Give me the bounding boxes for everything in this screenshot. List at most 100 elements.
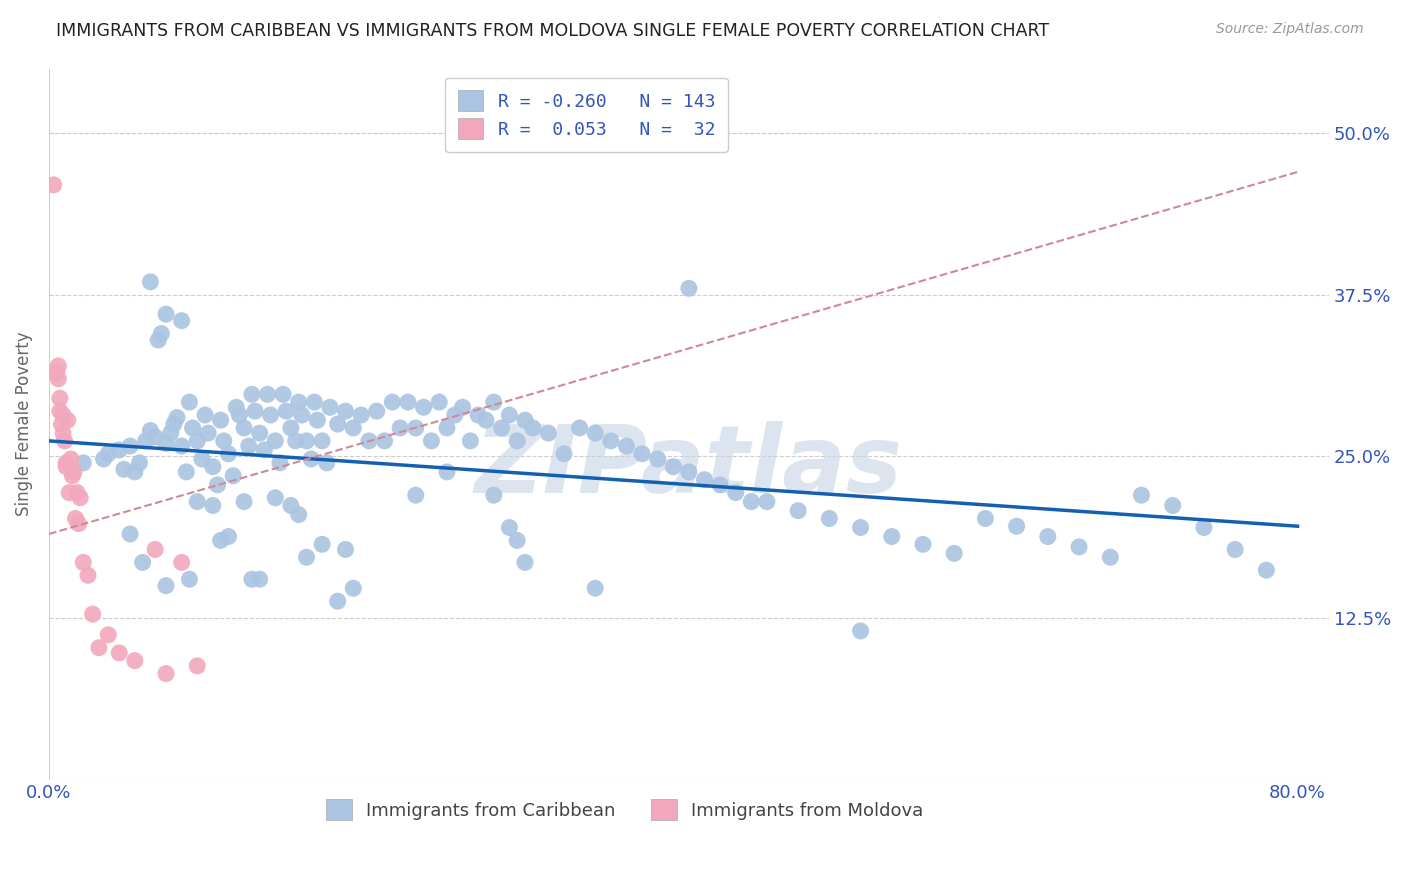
- Point: [280, 421, 302, 435]
- Point: [304, 395, 326, 409]
- Point: [693, 473, 716, 487]
- Point: [818, 511, 841, 525]
- Point: [498, 408, 520, 422]
- Point: [427, 395, 450, 409]
- Point: [276, 404, 298, 418]
- Point: [45, 365, 67, 379]
- Point: [148, 333, 170, 347]
- Point: [59, 452, 82, 467]
- Point: [135, 434, 157, 448]
- Point: [1223, 542, 1246, 557]
- Point: [150, 326, 173, 341]
- Point: [201, 459, 224, 474]
- Point: [631, 447, 654, 461]
- Point: [65, 511, 87, 525]
- Point: [709, 478, 731, 492]
- Point: [264, 491, 287, 505]
- Text: ZIPatlas: ZIPatlas: [475, 421, 903, 513]
- Point: [131, 555, 153, 569]
- Point: [207, 478, 229, 492]
- Point: [1067, 540, 1090, 554]
- Point: [287, 508, 309, 522]
- Point: [326, 417, 349, 431]
- Point: [420, 434, 443, 448]
- Point: [342, 581, 364, 595]
- Point: [52, 408, 75, 422]
- Point: [194, 408, 217, 422]
- Point: [112, 462, 135, 476]
- Point: [120, 439, 142, 453]
- Point: [56, 413, 79, 427]
- Point: [335, 542, 357, 557]
- Point: [755, 494, 778, 508]
- Point: [253, 442, 276, 457]
- Point: [209, 533, 232, 548]
- Point: [212, 434, 235, 448]
- Point: [269, 456, 291, 470]
- Point: [389, 421, 412, 435]
- Point: [436, 421, 458, 435]
- Point: [166, 410, 188, 425]
- Point: [55, 456, 77, 470]
- Point: [238, 439, 260, 453]
- Point: [243, 404, 266, 418]
- Point: [284, 434, 307, 448]
- Point: [256, 387, 278, 401]
- Point: [357, 434, 380, 448]
- Point: [66, 485, 89, 500]
- Point: [170, 313, 193, 327]
- Point: [513, 555, 536, 569]
- Point: [186, 434, 208, 448]
- Point: [108, 646, 131, 660]
- Point: [225, 401, 247, 415]
- Point: [97, 447, 120, 461]
- Point: [662, 459, 685, 474]
- Point: [911, 537, 934, 551]
- Point: [139, 424, 162, 438]
- Point: [616, 439, 638, 453]
- Point: [60, 468, 83, 483]
- Point: [373, 434, 395, 448]
- Point: [451, 401, 474, 415]
- Point: [42, 178, 65, 192]
- Point: [264, 434, 287, 448]
- Point: [295, 434, 318, 448]
- Point: [467, 408, 489, 422]
- Point: [498, 520, 520, 534]
- Point: [69, 491, 91, 505]
- Point: [568, 421, 591, 435]
- Legend: Immigrants from Caribbean, Immigrants from Moldova: Immigrants from Caribbean, Immigrants fr…: [312, 785, 938, 835]
- Point: [46, 359, 69, 373]
- Point: [482, 395, 505, 409]
- Point: [553, 447, 575, 461]
- Text: IMMIGRANTS FROM CARIBBEAN VS IMMIGRANTS FROM MOLDOVA SINGLE FEMALE POVERTY CORRE: IMMIGRANTS FROM CARIBBEAN VS IMMIGRANTS …: [56, 22, 1049, 40]
- Point: [49, 404, 72, 418]
- Point: [460, 434, 482, 448]
- Point: [291, 408, 314, 422]
- Point: [1005, 519, 1028, 533]
- Point: [326, 594, 349, 608]
- Point: [87, 640, 110, 655]
- Point: [170, 555, 193, 569]
- Point: [1161, 499, 1184, 513]
- Point: [381, 395, 404, 409]
- Point: [342, 421, 364, 435]
- Point: [943, 546, 966, 560]
- Point: [1099, 550, 1122, 565]
- Point: [366, 404, 388, 418]
- Point: [678, 281, 700, 295]
- Point: [259, 408, 281, 422]
- Point: [55, 459, 77, 474]
- Point: [405, 488, 427, 502]
- Point: [249, 572, 271, 586]
- Point: [139, 275, 162, 289]
- Point: [186, 658, 208, 673]
- Point: [506, 533, 529, 548]
- Point: [163, 417, 186, 431]
- Text: Source: ZipAtlas.com: Source: ZipAtlas.com: [1216, 22, 1364, 37]
- Point: [179, 572, 201, 586]
- Point: [217, 530, 239, 544]
- Point: [170, 439, 193, 453]
- Point: [49, 391, 72, 405]
- Point: [280, 499, 302, 513]
